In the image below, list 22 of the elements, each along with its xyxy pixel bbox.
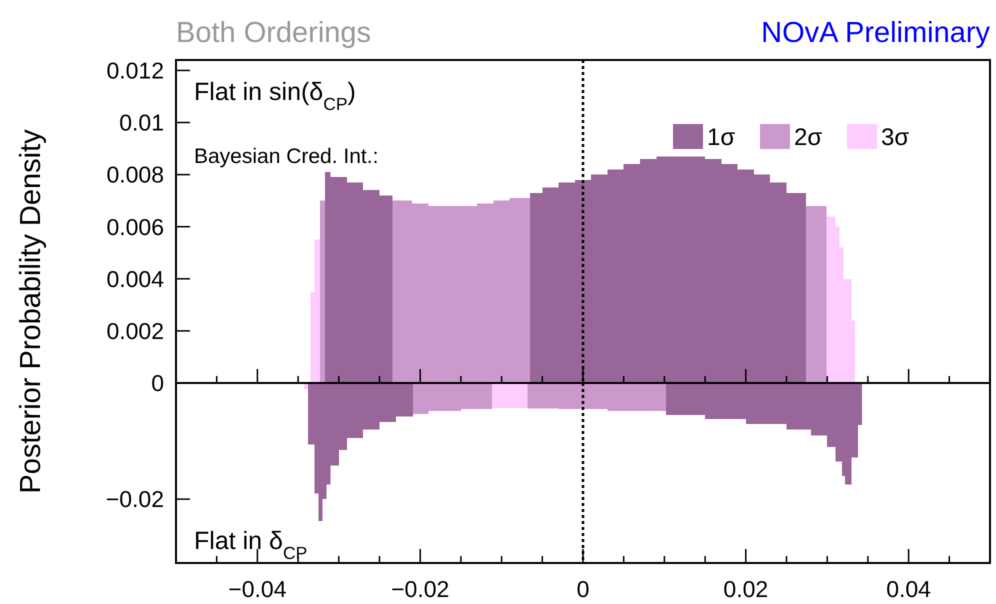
- y-tick-label: 0: [151, 370, 164, 396]
- annotation: Flat in sin(δ$_{CP}$): [194, 78, 356, 114]
- y-axis-title: Posterior Probability Density: [15, 128, 47, 494]
- y-tick-label: 0.008: [106, 162, 164, 188]
- legend-label: 2σ: [794, 124, 822, 151]
- annotation: Flat in δ$_{CP}$: [194, 527, 308, 563]
- y-tick-label: 0.01: [119, 110, 164, 136]
- x-tick-label: 0.02: [723, 576, 768, 602]
- x-tick-label: −0.02: [391, 576, 450, 602]
- x-tick-label: 0: [576, 576, 590, 602]
- legend-label: 3σ: [881, 124, 910, 151]
- chart-subtitle: NOvA Preliminary: [761, 17, 990, 49]
- legend-title: Bayesian Cred. Int.:: [194, 145, 378, 168]
- chart-title: Both Orderings: [176, 17, 372, 49]
- y-tick-label: 0.006: [106, 214, 164, 240]
- legend-label: 1σ: [707, 124, 736, 151]
- y-tick-label: 0.012: [106, 57, 164, 84]
- y-tick-label: 0.002: [106, 318, 164, 344]
- x-tick-label: −0.04: [228, 576, 287, 602]
- y-tick-label: 0.004: [106, 266, 164, 292]
- x-tick-label: 0.04: [886, 576, 932, 602]
- y-tick-label: −0.02: [106, 486, 164, 512]
